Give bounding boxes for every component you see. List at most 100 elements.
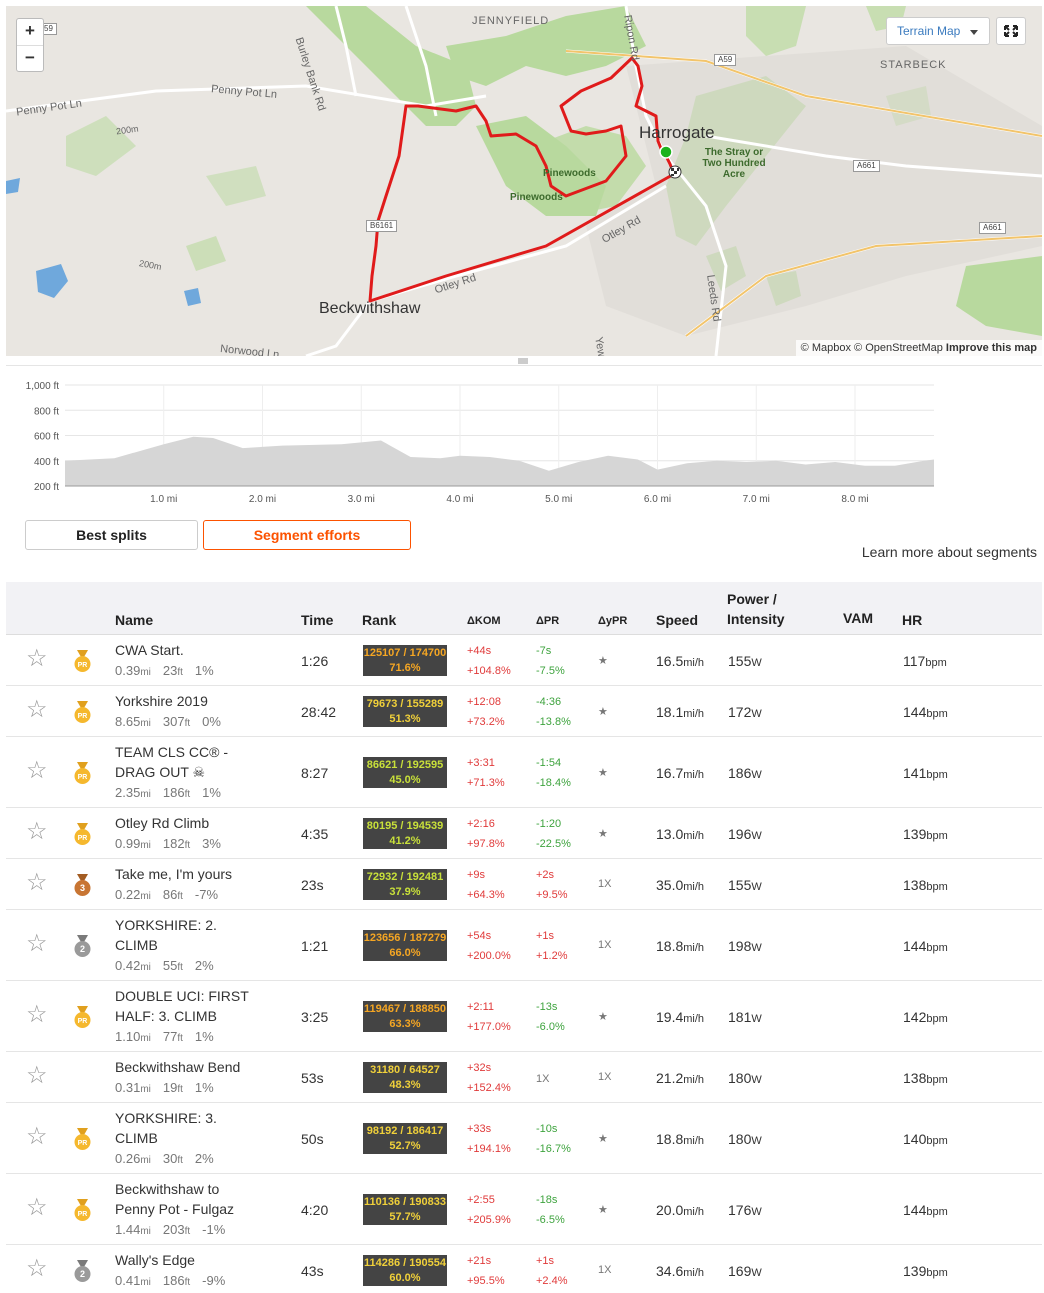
segment-hr: 141bpm [903,765,948,781]
fullscreen-button[interactable] [996,17,1026,45]
tab-best-splits[interactable]: Best splits [25,520,198,550]
table-row[interactable]: ☆ Beckwithshaw Bend 0.31mi 19ft 1% 53s 31180 /… [6,1052,1042,1103]
col-power-line1[interactable]: Power / [727,591,777,607]
delta-kom-time: +44s [467,644,492,657]
table-body: ☆ PR CWA Start. 0.39mi 23ft 1% 1:26 125107 / 17… [6,635,1042,1293]
segment-elevation: 186 [162,785,185,800]
segment-name-link[interactable]: Otley Rd Climb [115,813,265,833]
table-row[interactable]: ☆ 2 YORKSHIRE: 2. CLIMB 0.42mi 55ft 2% 1:21 1236… [6,910,1042,981]
segment-name-line1: TEAM CLS CC® - [115,744,228,760]
segment-name-link[interactable]: DOUBLE UCI: FIRST HALF: 3. CLIMB [115,986,265,1026]
star-icon[interactable]: ☆ [26,817,48,845]
table-row[interactable]: ☆ PR Beckwithshaw to Penny Pot - Fulgaz 1.44… [6,1174,1042,1245]
mapbox-attribution-link[interactable]: © Mapbox [800,342,851,354]
segment-name-link[interactable]: CWA Start. [115,640,265,660]
segment-distance: 8.65 [115,714,141,729]
segment-power: 155W [728,877,762,893]
delta-ypr: ★ [598,705,608,718]
col-time[interactable]: Time [301,612,334,628]
segment-distance: 2.35 [115,785,141,800]
star-icon[interactable]: ☆ [26,1000,48,1028]
star-icon[interactable]: ☆ [26,1254,48,1282]
rank-percentile: 63.3% [389,1017,421,1030]
segment-name-link[interactable]: YORKSHIRE: 2. CLIMB [115,915,265,955]
unit-mi: mi [140,1155,151,1166]
segment-name-link[interactable]: Beckwithshaw to Penny Pot - Fulgaz [115,1179,265,1219]
col-power-line2[interactable]: Intensity [727,611,785,627]
segment-speed: 18.8mi/h [656,938,704,954]
speed-value: 35.0 [656,876,684,893]
table-row[interactable]: ☆ PR Yorkshire 2019 8.65mi 307ft 0% 28:42 79673… [6,686,1042,737]
segment-name-link[interactable]: YORKSHIRE: 3. CLIMB [115,1108,265,1148]
star-icon[interactable]: ☆ [26,1061,48,1089]
map-style-dropdown[interactable]: Terrain Map [886,17,990,45]
col-rank[interactable]: Rank [362,612,397,628]
segment-time: 50s [301,1130,324,1147]
table-row[interactable]: ☆ 2 Wally's Edge 0.41mi 186ft -9% 43s 114286 / … [6,1245,1042,1293]
segment-name-link[interactable]: Wally's Edge [115,1250,265,1270]
map-label-jennyfield: JENNYFIELD [472,15,550,27]
table-row[interactable]: ☆ PR TEAM CLS CC® - DRAG OUT ☠ 2.35mi 186ft 1%… [6,737,1042,808]
pr-medal-icon: PR [74,700,91,723]
star-icon[interactable]: ☆ [26,1193,48,1221]
segment-hr: 138bpm [903,877,948,893]
segment-name-link[interactable]: TEAM CLS CC® - DRAG OUT ☠ [115,742,265,782]
rank-value: 79673 / 155289 [366,697,444,710]
segment-stats: 8.65mi 307ft 0% [115,714,221,729]
table-row[interactable]: ☆ PR YORKSHIRE: 3. CLIMB 0.26mi 30ft 2% 50s 9819… [6,1103,1042,1174]
table-row[interactable]: ☆ PR CWA Start. 0.39mi 23ft 1% 1:26 125107 / 17… [6,635,1042,686]
col-dpr[interactable]: ΔPR [536,615,560,627]
star-icon[interactable]: ☆ [26,695,48,723]
star-icon[interactable]: ☆ [26,929,48,957]
improve-map-link[interactable]: Improve this map [945,342,1037,354]
col-dkom[interactable]: ΔKOM [467,615,501,627]
table-row[interactable]: ☆ PR Otley Rd Climb 0.99mi 182ft 3% 4:35 80195 … [6,808,1042,859]
delta-pr-time: -13s [536,1000,558,1013]
learn-more-link[interactable]: Learn more about segments [861,544,1037,560]
delta-ypr: ★ [598,1203,608,1216]
segment-grade: -9% [202,1273,226,1288]
table-row[interactable]: ☆ PR DOUBLE UCI: FIRST HALF: 3. CLIMB 1.10mi… [6,981,1042,1052]
zoom-in-button[interactable]: + [25,21,35,40]
segment-name-link[interactable]: Yorkshire 2019 [115,691,265,711]
segment-power: 180W [728,1131,762,1147]
col-name[interactable]: Name [115,612,154,628]
rank-badge: 80195 / 194539 41.2% [363,817,447,849]
col-speed[interactable]: Speed [656,612,699,628]
zoom-control: + − [16,18,44,72]
col-hr[interactable]: HR [902,612,923,628]
col-vam[interactable]: VAM [843,610,874,626]
delta-pr-percent: -22.5% [536,837,571,850]
osm-attribution-link[interactable]: © OpenStreetMap [854,342,943,354]
segment-table: Name Time Rank ΔKOM ΔPR ΔyPR Speed Power… [6,582,1042,1293]
route-map[interactable]: JENNYFIELD STARBECK Burley Bank Rd Ripon… [6,6,1042,356]
segment-grade: -1% [202,1222,226,1237]
zoom-out-button[interactable]: − [17,45,43,71]
rank-badge: 110136 / 190833 57.7% [363,1193,447,1225]
delta-kom-percent: +152.4% [467,1081,511,1094]
table-row[interactable]: ☆ 3 Take me, I'm yours 0.22mi 86ft -7% 23s 7293… [6,859,1042,910]
segment-name-link[interactable]: Take me, I'm yours [115,864,265,884]
segment-name-line1: Otley Rd Climb [115,815,210,831]
achievement-badge: PR [74,1198,91,1222]
map-resize-bar[interactable] [6,356,1042,366]
segment-stats: 0.31mi 19ft 1% [115,1080,214,1095]
unit-bpm: bpm [926,829,948,842]
elevation-chart[interactable]: 1,000 ft 800 ft 600 ft 400 ft 200 ft 1.0 mi 2.… [10,375,940,505]
star-icon[interactable]: ☆ [26,644,48,672]
star-icon[interactable]: ☆ [26,868,48,896]
segment-name-line2: CLIMB [115,1130,158,1146]
segment-name-link[interactable]: Beckwithshaw Bend [115,1057,265,1077]
speed-value: 20.0 [656,1201,684,1218]
col-dypr[interactable]: ΔyPR [598,615,628,627]
delta-kom: +12:08 +73.2% [467,692,505,732]
delta-ypr: ★ [598,827,608,840]
star-icon[interactable]: ☆ [26,1122,48,1150]
power-value: 155 [728,876,752,893]
unit-watts: W [751,656,762,669]
segment-stats: 0.39mi 23ft 1% [115,663,214,678]
star-icon[interactable]: ☆ [26,756,48,784]
tab-segment-efforts[interactable]: Segment efforts [203,520,411,550]
unit-bpm: bpm [926,768,948,781]
resize-grip-icon[interactable] [518,358,528,364]
